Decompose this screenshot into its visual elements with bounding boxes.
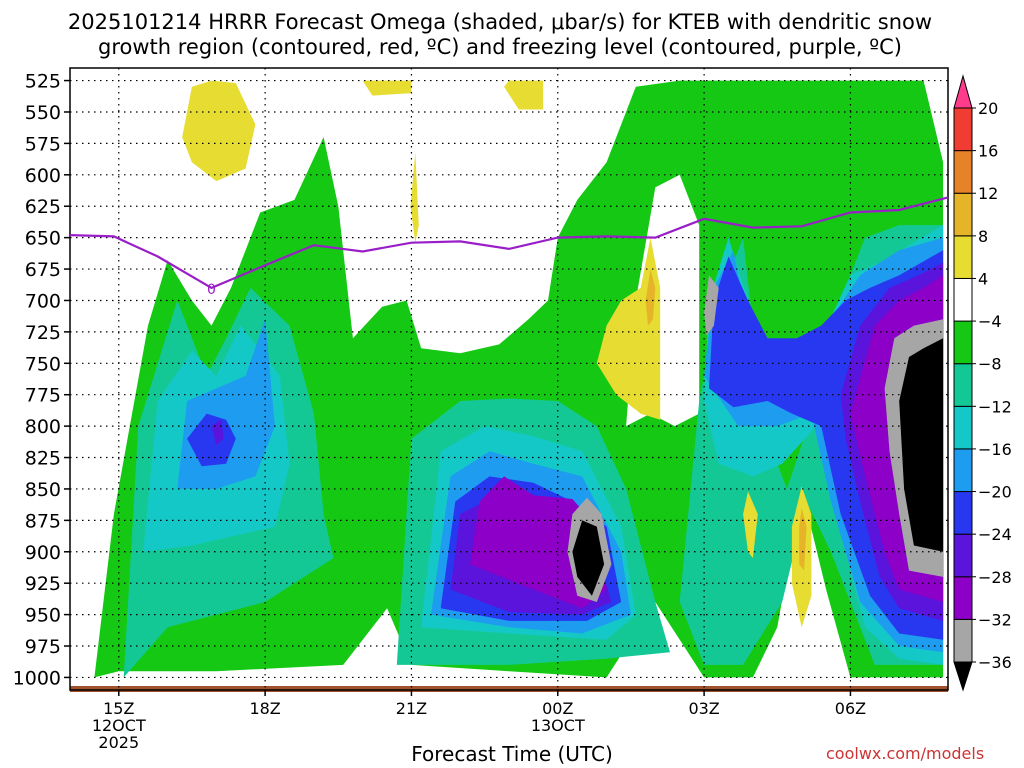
- y-tick-label-800: 800: [25, 416, 61, 438]
- omega-region-22: [572, 520, 605, 596]
- omega-region-29: [645, 269, 656, 326]
- y-tick-label-775: 775: [25, 385, 61, 407]
- colorbar-label-8: −16: [978, 440, 1012, 459]
- x-tick-label-15-0: 15Z: [103, 699, 134, 718]
- colorbar-label-1: 16: [978, 142, 998, 161]
- y-tick-label-625: 625: [25, 196, 61, 218]
- freezing-level-line: [69, 196, 949, 290]
- colorbar-label-3: 8: [978, 227, 988, 246]
- x-tick-label-21-0: 21Z: [396, 699, 427, 718]
- colorbar-swatch-13: [953, 107, 973, 152]
- y-tick-label-575: 575: [25, 133, 61, 155]
- colorbar-swatch-9: [953, 277, 973, 322]
- y-tick-label-725: 725: [25, 322, 61, 344]
- x-tick-label-30-0: 06Z: [835, 699, 866, 718]
- colorbar-swatch-8: [953, 320, 973, 365]
- y-tick-label-550: 550: [25, 102, 61, 124]
- freezing-level-label: 0: [207, 282, 216, 298]
- y-tick-label-850: 850: [25, 479, 61, 501]
- colorbar-swatch-3: [953, 533, 973, 578]
- omega-shading-layer: [70, 80, 948, 692]
- axes-layer: 525 550 575 600 625 650 675 700 725 750 775 800 825 8…: [13, 67, 949, 752]
- colorbar-label-4: 4: [978, 269, 988, 288]
- x-tick-label-15-1: 12OCT: [92, 716, 146, 735]
- omega-region-26: [504, 80, 544, 110]
- y-tick-label-950: 950: [25, 605, 61, 627]
- colorbar-swatch-1: [953, 618, 973, 663]
- y-tick-label-875: 875: [25, 510, 61, 532]
- y-tick-label-1000: 1000: [13, 667, 61, 689]
- omega-region-27: [410, 152, 419, 243]
- colorbar: 20 16 12 8 4 −4 −8 −12 −16 −20 −24 −28 −32 −36: [953, 74, 1012, 692]
- colorbar-swatch-12: [953, 150, 973, 194]
- colorbar-label-6: −8: [978, 355, 1002, 374]
- x-tick-label-27-0: 03Z: [688, 699, 719, 718]
- colorbar-arrow-top: [953, 74, 973, 109]
- ground-band: [70, 686, 948, 692]
- colorbar-label-0: 20: [978, 99, 998, 118]
- credit-link[interactable]: coolwx.com/models: [826, 744, 985, 763]
- colorbar-swatch-11: [953, 192, 973, 237]
- y-tick-label-750: 750: [25, 353, 61, 375]
- omega-region-24: [182, 80, 256, 182]
- colorbar-label-13: −36: [978, 653, 1012, 672]
- y-tick-label-600: 600: [25, 165, 61, 187]
- colorbar-swatch-2: [953, 576, 973, 620]
- omega-region-17: [470, 476, 607, 609]
- omega-region-30: [743, 491, 758, 559]
- colorbar-label-9: −20: [978, 483, 1012, 502]
- y-tick-label-925: 925: [25, 573, 61, 595]
- colorbar-label-10: −24: [978, 525, 1012, 544]
- colorbar-arrow-bottom: [953, 661, 973, 692]
- chart-title-line-1: 2025101214 HRRR Forecast Omega (shaded, …: [67, 10, 933, 34]
- colorbar-label-7: −12: [978, 397, 1012, 416]
- y-tick-label-825: 825: [25, 448, 61, 470]
- y-tick-label-525: 525: [25, 71, 61, 93]
- colorbar-swatch-7: [953, 363, 973, 407]
- x-axis-label: Forecast Time (UTC): [411, 742, 613, 766]
- omega-region-25: [362, 80, 412, 96]
- freezing-level-layer: 0: [69, 196, 949, 298]
- colorbar-label-5: −4: [978, 312, 1002, 331]
- y-tick-label-975: 975: [25, 636, 61, 658]
- x-tick-label-18-0: 18Z: [249, 699, 280, 718]
- colorbar-label-11: −28: [978, 568, 1012, 587]
- x-tick-label-24-0: 00Z: [542, 699, 573, 718]
- omega-region-32: [799, 507, 807, 571]
- omega-region-11: [187, 413, 236, 467]
- omega-region-21: [704, 275, 719, 336]
- x-tick-label-15-2: 2025: [98, 733, 139, 752]
- colorbar-swatch-5: [953, 448, 973, 493]
- y-tick-label-900: 900: [25, 542, 61, 564]
- y-tick-label-700: 700: [25, 290, 61, 312]
- colorbar-swatch-6: [953, 405, 973, 450]
- y-tick-label-675: 675: [25, 259, 61, 281]
- grid-layer: [70, 68, 948, 690]
- plot-frame: [69, 67, 949, 691]
- colorbar-swatch-10: [953, 235, 973, 279]
- colorbar-label-2: 12: [978, 184, 998, 203]
- chart-title-line-2: growth region (contoured, red, ºC) and f…: [98, 35, 902, 59]
- y-tick-label-650: 650: [25, 228, 61, 250]
- omega-region-23: [899, 338, 944, 552]
- x-tick-label-24-1: 13OCT: [531, 716, 585, 735]
- colorbar-swatch-4: [953, 491, 973, 535]
- colorbar-label-12: −32: [978, 610, 1012, 629]
- omega-region-28: [596, 237, 661, 420]
